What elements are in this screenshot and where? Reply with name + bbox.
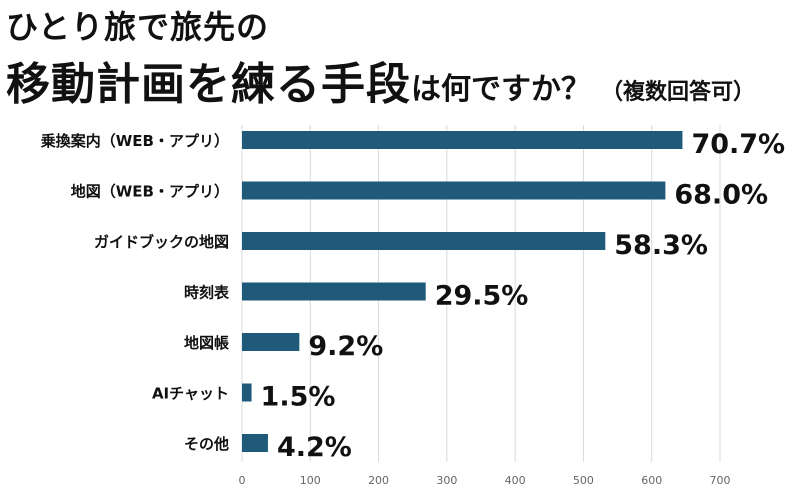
bar [242, 333, 300, 351]
chart-title-line2: 移動計画を練る手段は何ですか？ （複数回答可） [6, 48, 755, 112]
bar [242, 232, 606, 250]
bar [242, 282, 426, 301]
x-tick-label: 0 [239, 474, 246, 487]
bar [242, 131, 683, 149]
value-label: 1.5% [261, 382, 336, 413]
value-label: 68.0% [674, 180, 768, 211]
category-label: 地図（WEB・アプリ） [71, 183, 229, 201]
value-label: 29.5% [435, 281, 529, 312]
value-label: 70.7% [691, 129, 785, 160]
chart-title-note: （複数回答可） [601, 80, 756, 105]
bar [242, 434, 268, 452]
chart-title-line1: ひとり旅で旅先の [6, 8, 270, 46]
value-label: 4.2% [277, 432, 352, 463]
category-label: ガイドブックの地図 [94, 233, 229, 251]
category-label: 時刻表 [184, 284, 230, 302]
x-tick-label: 600 [641, 474, 662, 487]
x-tick-label: 400 [505, 474, 526, 487]
x-tick-label: 300 [436, 474, 457, 487]
bar [242, 181, 666, 200]
x-tick-label: 700 [710, 474, 731, 487]
bar [242, 383, 252, 402]
category-label: その他 [184, 435, 229, 453]
x-tick-label: 200 [368, 474, 389, 487]
chart-title-main: 移動計画を練る手段 [6, 59, 411, 110]
x-tick-label: 100 [300, 474, 321, 487]
category-label: 乗換案内（WEB・アプリ） [41, 132, 229, 150]
value-label: 58.3% [614, 230, 708, 261]
value-label: 9.2% [308, 331, 383, 362]
category-label: AIチャット [152, 385, 229, 403]
category-label: 地図帳 [184, 334, 229, 352]
x-tick-label: 500 [573, 474, 594, 487]
chart-title-sub: は何ですか？ [411, 72, 591, 107]
